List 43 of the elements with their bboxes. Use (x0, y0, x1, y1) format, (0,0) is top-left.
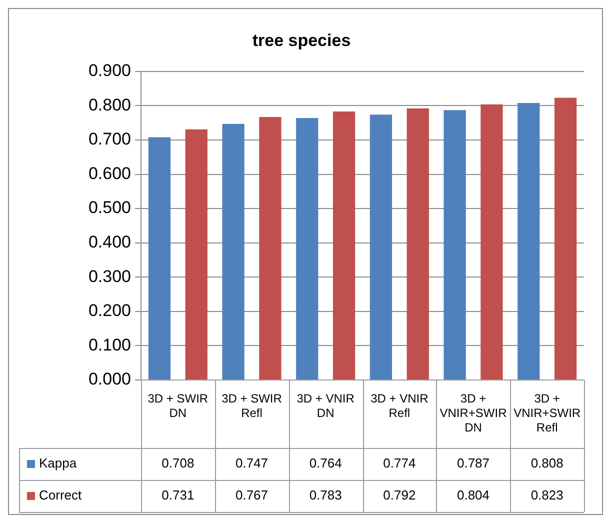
data-label: 0.767 (235, 488, 268, 503)
y-tick-label: 0.800 (88, 95, 131, 114)
data-label: 0.764 (309, 456, 342, 471)
x-tick-label: 3D + VNIR+SWIR Refl (514, 392, 581, 434)
bar (222, 124, 244, 380)
x-tick-label: 3D + SWIR Refl (222, 392, 282, 420)
bar (296, 118, 318, 380)
x-tick-label: 3D + VNIR DN (296, 392, 355, 420)
bar (406, 108, 429, 380)
y-tick-label: 0.200 (88, 301, 131, 320)
data-label: 0.731 (162, 488, 194, 503)
y-tick-label: 0.700 (88, 130, 131, 149)
y-tick-label: 0.900 (88, 61, 131, 80)
bar (370, 114, 392, 380)
bar (259, 117, 282, 380)
data-label: 0.783 (309, 488, 342, 503)
bar (480, 104, 503, 380)
x-tick-label: 3D + SWIR DN (148, 392, 208, 420)
data-label: 0.808 (530, 456, 564, 471)
bar (518, 102, 540, 380)
data-label: 0.787 (456, 456, 490, 471)
legend-label: Correct (39, 488, 82, 503)
data-label: 0.823 (530, 488, 564, 503)
data-label: 0.747 (235, 456, 268, 471)
y-tick-label: 0.600 (88, 164, 131, 183)
data-label: 0.804 (456, 488, 490, 503)
data-label: 0.792 (383, 488, 416, 503)
legend-label: Kappa (39, 456, 78, 471)
y-tick-label: 0.100 (88, 335, 131, 354)
bar (148, 137, 171, 380)
x-tick-label: 3D + VNIR Refl (370, 392, 429, 420)
y-tick-label: 0.300 (88, 266, 131, 286)
data-label: 0.708 (162, 456, 194, 471)
chart-title: tree species (252, 30, 351, 50)
y-tick-label: 0.000 (88, 370, 131, 389)
bar (554, 98, 577, 380)
y-tick-label: 0.400 (88, 232, 131, 252)
x-tick-label: 3D + VNIR+SWIR DN (440, 392, 508, 434)
y-tick-label: 0.500 (88, 198, 131, 218)
bar (185, 129, 208, 380)
data-label: 0.774 (383, 456, 416, 471)
bar (332, 112, 356, 380)
bar (444, 110, 466, 380)
